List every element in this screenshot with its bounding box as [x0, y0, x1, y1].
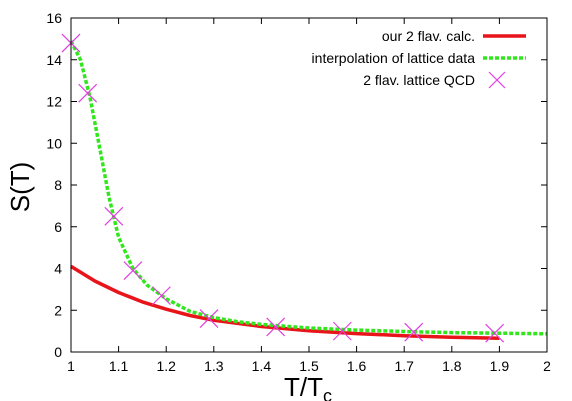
y-tick-label: 2: [54, 302, 62, 318]
data-point-marker: [104, 206, 124, 226]
data-point-marker: [199, 309, 219, 329]
y-tick-label: 0: [54, 344, 62, 360]
legend: our 2 flav. calc. interpolation of lattic…: [312, 28, 526, 89]
data-point-marker: [404, 322, 424, 342]
x-tick-label: 2: [543, 358, 551, 374]
x-tick-label: 1.9: [490, 358, 510, 374]
x-tick-label: 1.3: [204, 358, 224, 374]
x-axis-title-main: T/T: [284, 372, 323, 401]
x-tick-label: 1.5: [299, 358, 319, 374]
series-line-calc: [70, 264, 500, 340]
tick-labels: 1 1.1 1.2 1.3 1.4 1.5 1.6 1.7 1.8 1.9 2 0 2 4 6 8 10 12 14…: [46, 10, 551, 374]
legend-label: interpolation of lattice data: [312, 50, 476, 66]
x-tick-label: 1.2: [156, 358, 176, 374]
data-point-marker: [152, 286, 171, 306]
series-layer: [61, 33, 548, 343]
data-point-marker: [266, 317, 286, 337]
x-axis-title-subscript: c: [323, 386, 332, 401]
series-line-interpolation: [69, 40, 548, 336]
x-tick-label: 1: [67, 358, 75, 374]
y-tick-label: 12: [46, 94, 62, 110]
legend-label: our 2 flav. calc.: [382, 28, 475, 44]
x-tick-label: 1.8: [442, 358, 462, 374]
y-tick-label: 6: [54, 219, 62, 235]
data-point-marker: [123, 261, 143, 281]
x-tick-label: 1.4: [252, 358, 272, 374]
data-point-marker: [485, 323, 505, 343]
plot-frame: [70, 17, 548, 353]
y-tick-label: 4: [54, 261, 62, 277]
data-point-marker: [78, 83, 98, 103]
y-tick-label: 14: [46, 52, 62, 68]
x-tick-label: 1.1: [109, 358, 129, 374]
x-tick-label: 1.6: [347, 358, 367, 374]
x-tick-label: 1.7: [394, 358, 414, 374]
legend-label: 2 flav. lattice QCD: [363, 72, 475, 88]
data-point-marker: [332, 321, 352, 341]
y-tick-label: 8: [54, 177, 62, 193]
x-axis-title: T/Tc: [284, 372, 332, 401]
legend-swatch: [488, 71, 506, 89]
y-tick-label: 10: [46, 135, 62, 151]
y-tick-label: 16: [46, 10, 62, 26]
y-axis-title: S(T): [5, 162, 35, 213]
